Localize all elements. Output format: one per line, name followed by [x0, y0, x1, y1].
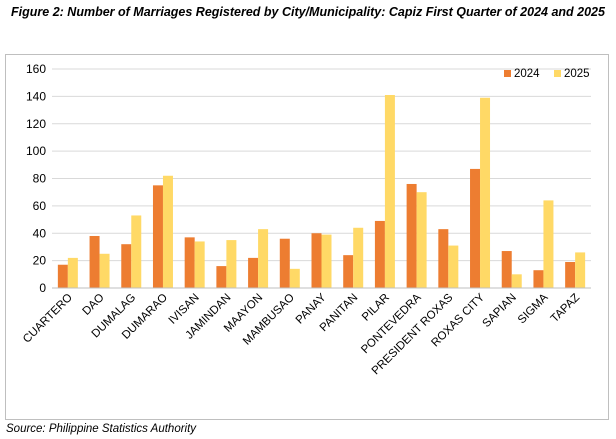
bar-2025-jamindan: [226, 240, 237, 288]
bar-2025-tapaz: [575, 252, 586, 288]
bar-2024-ivisan: [184, 237, 195, 288]
bar-2024-dumarao: [152, 185, 163, 288]
bar-2025-pontevedra: [416, 192, 427, 288]
bar-2024-maayon: [248, 257, 259, 288]
bar-2025-president-roxas: [448, 245, 459, 288]
bar-2024-dumalag: [121, 244, 132, 288]
bar-2025-dumalag: [131, 215, 142, 288]
bar-2024-roxas-city: [470, 168, 481, 288]
bar-2024-tapaz: [565, 261, 576, 288]
y-tick-label: 160: [26, 62, 46, 76]
bar-2024-pontevedra: [406, 183, 417, 288]
y-tick-label: 140: [26, 89, 46, 103]
legend-swatch-2024: [504, 70, 511, 77]
source-note: Source: Philippine Statistics Authority: [6, 423, 197, 435]
bars: [57, 95, 586, 289]
bar-2024-sapian: [501, 251, 512, 288]
bar-2025-dao: [99, 253, 110, 288]
gridlines: [52, 68, 591, 262]
bar-2024-panay: [311, 233, 322, 288]
x-tick-label: SIGMA: [516, 291, 551, 326]
chart-frame: 0 20 40 60 80 100 120 140 160 CUARTERO DAO DUMALAG D…: [5, 54, 609, 420]
bar-2024-dao: [89, 235, 100, 288]
bar-2025-sapian: [511, 274, 522, 288]
x-tick-label: DAO: [81, 292, 107, 318]
y-tick-label: 20: [33, 254, 47, 268]
legend-swatch-2025: [554, 70, 561, 77]
bar-2025-ivisan: [194, 241, 205, 288]
legend: 2024 2025: [504, 68, 590, 80]
y-tick-label: 60: [33, 199, 47, 213]
x-tick-label: TAPAZ: [549, 292, 582, 325]
bar-2025-mambusao: [289, 268, 300, 288]
bar-2025-roxas-city: [480, 97, 491, 289]
bar-2024-president-roxas: [438, 229, 449, 288]
bar-2024-mambusao: [279, 238, 290, 288]
bar-2025-pilar: [384, 95, 395, 288]
figure-title: Figure 2: Number of Marriages Registered…: [11, 5, 605, 19]
bar-2025-dumarao: [162, 175, 173, 288]
bar-2024-panitan: [343, 255, 354, 288]
bar-2024-cuartero: [57, 264, 68, 288]
y-tick-label: 0: [39, 281, 46, 295]
y-tick-label: 100: [26, 144, 46, 158]
bar-2024-pilar: [374, 220, 385, 288]
bar-2025-panitan: [353, 227, 364, 288]
y-tick-label: 120: [26, 117, 46, 131]
bar-2024-jamindan: [216, 266, 227, 288]
bar-2025-maayon: [258, 229, 269, 288]
bar-2025-cuartero: [67, 257, 78, 288]
y-tick-label: 40: [33, 226, 47, 240]
bar-2025-sigma: [543, 200, 554, 288]
bar-2024-sigma: [533, 270, 544, 288]
x-tick-label: CUARTERO: [21, 292, 75, 346]
bar-2025-panay: [321, 234, 332, 288]
y-tick-label: 80: [33, 172, 47, 186]
x-tick-label: SAPIAN: [481, 292, 519, 330]
legend-label-2024: 2024: [514, 68, 540, 80]
legend-label-2025: 2025: [564, 68, 590, 80]
